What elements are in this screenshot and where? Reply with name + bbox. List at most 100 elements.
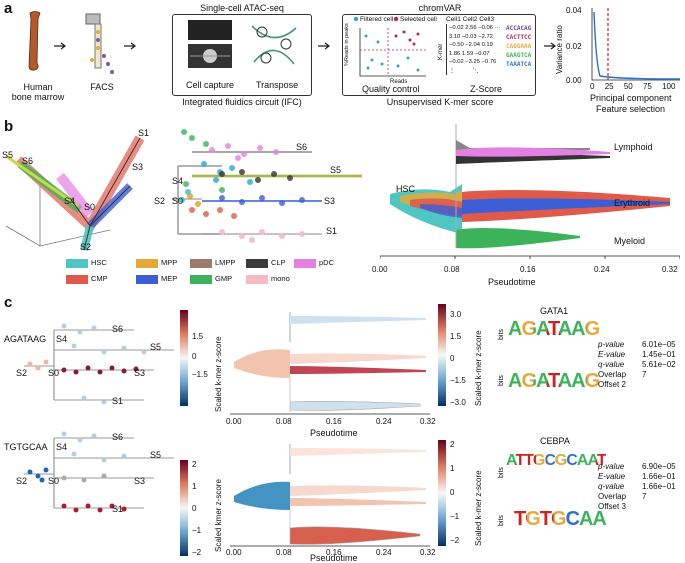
- kmer-subway-plot: [24, 431, 174, 513]
- facs-label: FACS: [90, 82, 114, 92]
- facs-icon: [85, 13, 114, 74]
- kstream-xtick: 0.00: [226, 417, 242, 426]
- stream-xtick: 0.16: [520, 265, 536, 274]
- z-cell: −0.76: [481, 59, 497, 65]
- z-cell: 1.59: [461, 50, 474, 57]
- variance-xticks: 0 25 50 75 100: [590, 82, 675, 92]
- colorbar-icon: [438, 440, 446, 546]
- cbar-label: Scaled k-mer z-score: [474, 330, 483, 406]
- z-cell: −0.03: [461, 33, 477, 40]
- chromvar-footer: Unsupervised K-mer score: [386, 97, 494, 107]
- cbar-tick: −1.5: [192, 370, 208, 379]
- stream-xtick: 0.32: [662, 265, 678, 274]
- z-table: −0.02 2.56 −0.06 ··· 3.10 −0.03 −2.72 −0…: [446, 24, 500, 75]
- xtick: 0: [590, 82, 595, 91]
- cbar-tick: 3.0: [450, 310, 462, 319]
- motif-stats: p-value 6.01e−05 E-value 1.45e−01 q-value 5…: [598, 340, 676, 390]
- kstream-xtick: 0.32: [420, 548, 436, 557]
- b-left-label: S5: [2, 150, 14, 160]
- kstream-xtick: 0.08: [276, 548, 292, 557]
- cbar-label: Scaled kmer z-score: [214, 479, 223, 552]
- motif-logo-bottom: AGATAAG: [508, 370, 600, 392]
- stat-row: p-value 6.01e−05: [598, 340, 676, 349]
- z-cell: 3.10: [449, 33, 461, 40]
- cbar-tick: 0: [450, 488, 455, 497]
- kstream-xtick: 0.32: [420, 417, 436, 426]
- stream-xtick: 0.24: [594, 265, 610, 274]
- cbar-tick: 1: [450, 464, 455, 473]
- kmer-stream-plot: [230, 312, 430, 415]
- b-left-label: S4: [64, 196, 76, 206]
- motif-name: CEBPA: [540, 436, 570, 446]
- cbar-tick: 2: [192, 460, 197, 469]
- cbar-tick: 0: [450, 354, 455, 363]
- arrow-icon: [544, 42, 557, 50]
- stat-row: Overlap 7: [598, 492, 647, 501]
- kmer-list: ACCACAG CACTTCC CAGGAAA GAAGTCA TAAATCA: [506, 24, 531, 69]
- z-col: Cell2: [462, 16, 478, 23]
- qc-ylabel: %Reads in peaks: [344, 23, 350, 66]
- legend-selected: Selected cell: [400, 16, 437, 23]
- motif-logo-bottom: TGTGCAA: [514, 508, 607, 530]
- kstream-xtick: 0.24: [376, 417, 392, 426]
- kstream-xtick: 0.08: [276, 417, 292, 426]
- kmer-plot-label: S2: [16, 476, 28, 486]
- kmer-subway-plot: [24, 323, 174, 405]
- legend-item-mpp: MPP: [136, 258, 177, 268]
- stat-row: p-value 6.90e−05: [598, 462, 676, 471]
- stream-plot: [380, 124, 680, 259]
- kmer: GAAGTCA: [506, 52, 532, 59]
- colorbar-icon: [438, 304, 446, 406]
- cbar-tick: 1.5: [192, 332, 204, 341]
- legend-item-lmpp: LMPP: [190, 258, 235, 268]
- kmer-plot-label: S4: [56, 334, 68, 344]
- stat-row: q-value 1.66e−01: [598, 482, 676, 491]
- cell-capture-icon: [188, 20, 232, 68]
- stream-label-erythroid: Erythroid: [614, 198, 651, 208]
- z-cell: −2.04: [465, 42, 480, 48]
- kmer-plot-label: S5: [150, 342, 162, 352]
- motif-name: GATA1: [540, 306, 569, 316]
- transpose-icon: [251, 25, 297, 65]
- z-col: Cell1: [446, 16, 461, 23]
- z-row: −0.50 −2.04 0.19: [449, 41, 500, 50]
- legend-item-mono: mono: [246, 274, 290, 284]
- cbar-tick: 1: [192, 482, 197, 491]
- legend-item-gmp: GMP: [190, 274, 232, 284]
- cbar-label: Scaled k-mer z-score: [214, 336, 223, 412]
- stat-row: E-value 1.66e−01: [598, 472, 676, 481]
- kmer: ACCACAG: [506, 25, 532, 32]
- legend-filtered: Filtered cell: [360, 16, 394, 23]
- stat-row: Overlap 7: [598, 370, 647, 379]
- kmer-plot-label: S0: [48, 476, 60, 486]
- colorbar-icon: [180, 310, 188, 406]
- panel-a-letter: a: [4, 0, 13, 17]
- kmer-label: AGATAAG: [4, 334, 47, 344]
- z-header: Cell1 Cell2 Cell3: [446, 15, 494, 25]
- b-left-label: S1: [138, 128, 150, 138]
- cbar-tick: 0: [192, 504, 197, 513]
- kmer-plot-label: S0: [48, 368, 60, 378]
- bone-label: Human bone marrow: [11, 82, 65, 102]
- kstream-xtick: 0.00: [226, 548, 242, 557]
- cbar-tick: −1: [450, 512, 460, 521]
- variance-ytick: 0.00: [566, 76, 582, 85]
- z-row: 3.10 −0.03 −2.72: [449, 33, 500, 42]
- kmer-plot-label: S3: [134, 476, 146, 486]
- cbar-label: Scaled k-mer z-score: [474, 470, 483, 546]
- legend-item-clp: CLP: [246, 258, 286, 268]
- cbar-tick: 2: [450, 440, 455, 449]
- cbar-tick: −1.5: [450, 376, 466, 385]
- kmer-plot-label: S6: [112, 432, 124, 442]
- b-left-label: S6: [22, 156, 34, 166]
- cbar-tick: −2: [192, 548, 202, 557]
- xtick: 50: [623, 82, 633, 91]
- branch-3d-plot: [5, 135, 145, 251]
- z-cell: 1.86: [449, 50, 461, 57]
- qc-scatter: [353, 16, 426, 77]
- z-row: −0.02 −3.25 −0.76: [449, 58, 500, 67]
- xtick: 100: [662, 82, 676, 91]
- kstream-xlabel: Pseudotime: [310, 428, 358, 438]
- variance-ytick: 0.02: [566, 42, 582, 51]
- kmer-plot-label: S3: [134, 368, 146, 378]
